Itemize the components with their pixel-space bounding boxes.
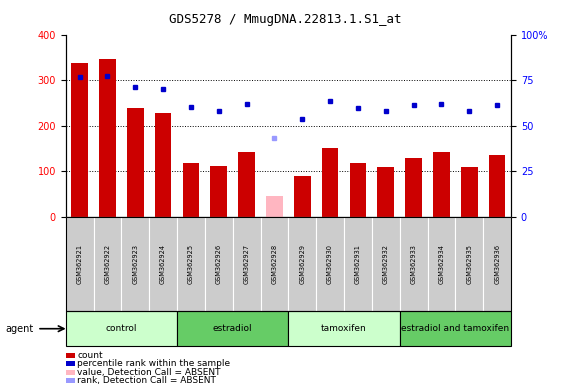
- Text: rank, Detection Call = ABSENT: rank, Detection Call = ABSENT: [77, 376, 216, 384]
- Bar: [405, 158, 422, 217]
- Bar: [99, 59, 116, 217]
- Text: count: count: [77, 351, 103, 360]
- Text: GSM362922: GSM362922: [104, 244, 110, 284]
- Bar: [322, 148, 339, 217]
- Text: GSM362932: GSM362932: [383, 244, 389, 284]
- Text: GSM362935: GSM362935: [467, 244, 472, 284]
- Text: GSM362927: GSM362927: [244, 244, 250, 284]
- Text: GSM362924: GSM362924: [160, 244, 166, 284]
- Text: estradiol: estradiol: [213, 324, 252, 333]
- Bar: [238, 152, 255, 217]
- Bar: [294, 176, 311, 217]
- Text: GSM362934: GSM362934: [439, 244, 444, 284]
- Bar: [183, 163, 199, 217]
- Bar: [377, 167, 394, 217]
- Text: tamoxifen: tamoxifen: [321, 324, 367, 333]
- Text: GSM362933: GSM362933: [411, 244, 417, 284]
- Bar: [349, 163, 367, 217]
- Text: GSM362930: GSM362930: [327, 244, 333, 284]
- Text: estradiol and tamoxifen: estradiol and tamoxifen: [401, 324, 509, 333]
- Text: control: control: [106, 324, 137, 333]
- Text: GSM362936: GSM362936: [494, 244, 500, 284]
- Bar: [461, 167, 477, 217]
- Bar: [127, 108, 144, 217]
- Bar: [433, 152, 450, 217]
- Text: agent: agent: [6, 324, 34, 334]
- Bar: [71, 63, 88, 217]
- Text: GSM362931: GSM362931: [355, 244, 361, 284]
- Text: GSM362923: GSM362923: [132, 244, 138, 284]
- Text: GSM362921: GSM362921: [77, 244, 83, 284]
- Bar: [155, 113, 171, 217]
- Text: value, Detection Call = ABSENT: value, Detection Call = ABSENT: [77, 367, 220, 377]
- Text: GDS5278 / MmugDNA.22813.1.S1_at: GDS5278 / MmugDNA.22813.1.S1_at: [169, 13, 402, 26]
- Text: percentile rank within the sample: percentile rank within the sample: [77, 359, 230, 368]
- Text: GSM362929: GSM362929: [299, 244, 305, 284]
- Text: GSM362928: GSM362928: [271, 244, 278, 284]
- Text: GSM362926: GSM362926: [216, 244, 222, 284]
- Bar: [266, 197, 283, 217]
- Bar: [210, 166, 227, 217]
- Text: GSM362925: GSM362925: [188, 244, 194, 284]
- Bar: [489, 156, 505, 217]
